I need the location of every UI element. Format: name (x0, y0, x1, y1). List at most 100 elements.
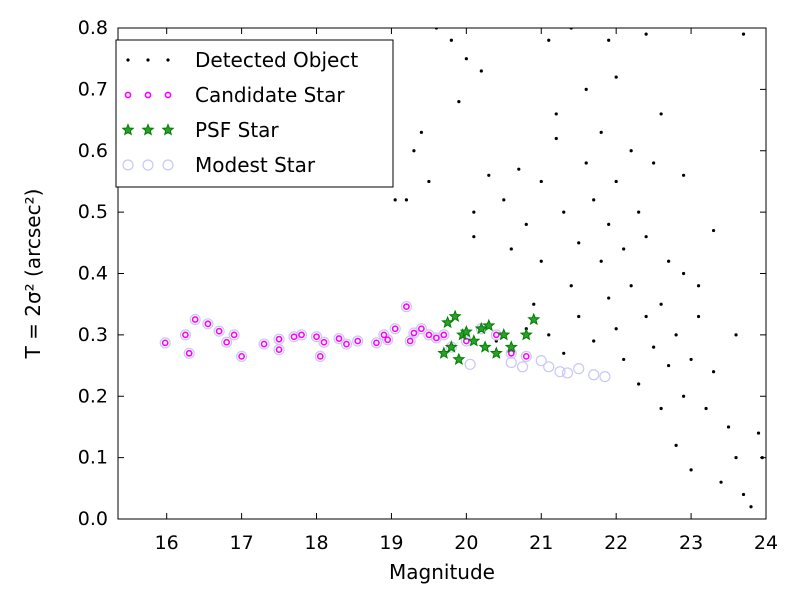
data-point (637, 382, 641, 386)
data-point (340, 338, 353, 350)
data-point (652, 345, 656, 349)
y-tick-label: 0.8 (78, 17, 108, 39)
data-point (370, 337, 383, 349)
data-point (236, 350, 248, 362)
data-point (588, 369, 600, 381)
y-tick-label: 0.3 (78, 324, 108, 346)
legend-marker (141, 123, 155, 136)
data-point (562, 210, 566, 214)
data-point (519, 328, 533, 341)
data-point (412, 149, 416, 153)
data-point (573, 363, 585, 375)
data-point (520, 350, 532, 362)
data-point (310, 331, 323, 343)
data-point (592, 339, 596, 343)
legend-entry: Modest Star (122, 153, 316, 177)
data-point (204, 320, 212, 328)
data-point (599, 130, 603, 134)
data-point (273, 344, 285, 356)
data-point (191, 316, 199, 323)
data-point (502, 198, 506, 202)
data-point (258, 338, 270, 350)
data-point (554, 136, 558, 141)
data-point (614, 179, 618, 184)
data-point (352, 335, 364, 347)
legend-marker (122, 159, 134, 171)
data-point (592, 198, 596, 202)
data-point (230, 331, 238, 339)
data-point (425, 331, 433, 339)
y-tick-label: 0.7 (78, 78, 108, 100)
data-point (492, 331, 500, 339)
data-point (403, 303, 410, 311)
data-point (489, 346, 503, 359)
data-point (179, 329, 192, 341)
data-point (228, 329, 240, 341)
data-point (221, 336, 233, 348)
series-modest-star (159, 301, 611, 383)
data-point (384, 336, 392, 344)
data-point (749, 505, 753, 509)
data-point (423, 329, 435, 341)
legend-marker (126, 58, 130, 62)
data-point (452, 352, 466, 365)
legend-entry: PSF Star (121, 118, 279, 142)
data-point (554, 366, 566, 378)
data-point (410, 329, 418, 337)
data-point (599, 371, 611, 383)
x-tick-label: 17 (230, 532, 254, 554)
legend-label: Modest Star (195, 153, 316, 177)
x-axis-label: Magnitude (389, 560, 495, 584)
data-point (516, 361, 529, 373)
data-point (318, 336, 330, 348)
data-point (562, 351, 566, 355)
data-point (527, 312, 541, 326)
data-point (644, 314, 648, 319)
data-point (644, 32, 648, 36)
data-point (554, 112, 558, 116)
data-point (189, 313, 201, 326)
data-point (517, 167, 521, 171)
data-point (320, 338, 328, 346)
legend-marker (161, 123, 175, 136)
data-point (535, 355, 547, 367)
data-point (607, 38, 611, 42)
data-point (275, 335, 283, 343)
data-point (509, 247, 513, 251)
data-point (539, 179, 543, 184)
legend-marker (162, 159, 174, 171)
data-point (479, 69, 483, 73)
legend-label: Candidate Star (195, 83, 345, 107)
data-point (507, 349, 515, 357)
data-point (497, 328, 511, 341)
data-point (478, 340, 492, 353)
data-point (504, 340, 518, 353)
data-point (183, 347, 195, 359)
x-tick-label: 21 (529, 532, 553, 554)
data-point (314, 350, 326, 362)
data-point (726, 425, 731, 429)
data-point (681, 173, 686, 177)
legend-marker (146, 58, 150, 62)
legend-label: PSF Star (195, 118, 279, 142)
data-point (159, 337, 171, 349)
data-point (161, 339, 169, 347)
data-point (659, 406, 663, 411)
data-point (441, 315, 455, 329)
data-point (400, 301, 413, 313)
data-point (599, 259, 603, 263)
data-point (238, 352, 246, 360)
data-point (659, 302, 663, 306)
data-point (696, 314, 701, 319)
data-point (185, 349, 193, 357)
data-point (561, 367, 574, 379)
data-point (487, 173, 491, 177)
data-point (674, 443, 678, 447)
data-point (415, 323, 427, 335)
legend-marker (166, 58, 170, 62)
data-point (522, 352, 530, 360)
data-point (532, 302, 536, 306)
data-point (584, 161, 588, 165)
data-point (622, 357, 626, 362)
